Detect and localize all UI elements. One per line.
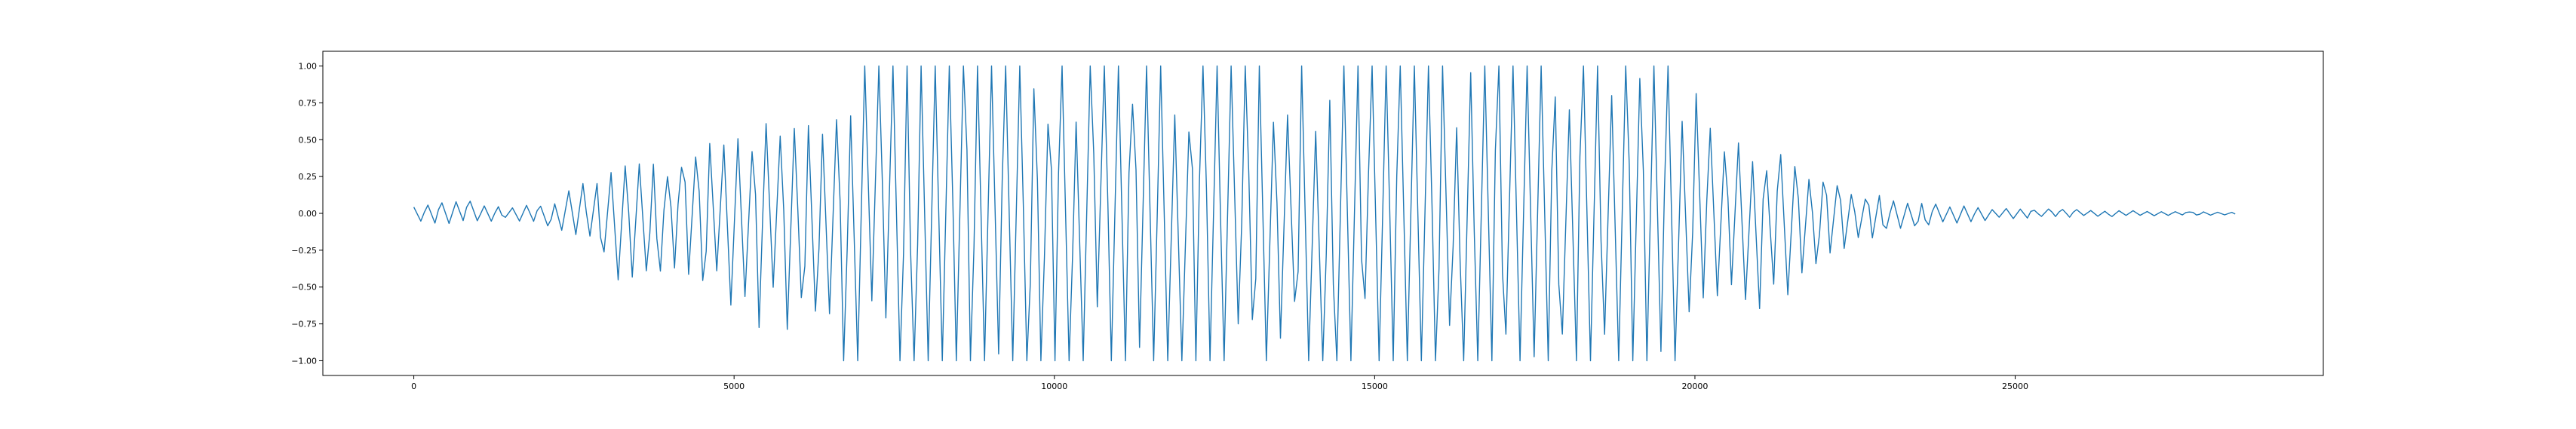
y-tick-label: −1.00 <box>291 356 317 366</box>
y-tick-label: 0.00 <box>299 209 318 219</box>
y-axis: 1.00 0.75 0.50 0.25 0.00 −0.25 −0.50 −0.75 −1.00 <box>291 62 323 366</box>
y-tick-label: 0.75 <box>299 98 318 108</box>
x-tick-label: 25000 <box>2002 382 2028 391</box>
y-tick-label: 1.00 <box>299 62 318 72</box>
y-tick-label: 0.50 <box>299 135 318 145</box>
y-tick-label: −0.25 <box>291 246 317 256</box>
x-tick-label: 0 <box>411 382 416 391</box>
y-tick-label: 0.25 <box>299 172 318 182</box>
x-axis: 0 5000 10000 15000 20000 25000 <box>411 375 2028 391</box>
y-tick-label: −0.50 <box>291 283 317 293</box>
x-tick-label: 15000 <box>1362 382 1388 391</box>
y-tick-label: −0.75 <box>291 320 317 329</box>
x-tick-label: 10000 <box>1041 382 1067 391</box>
x-tick-label: 5000 <box>723 382 745 391</box>
waveform-series-line <box>413 65 2236 362</box>
x-tick-label: 20000 <box>1681 382 1708 391</box>
